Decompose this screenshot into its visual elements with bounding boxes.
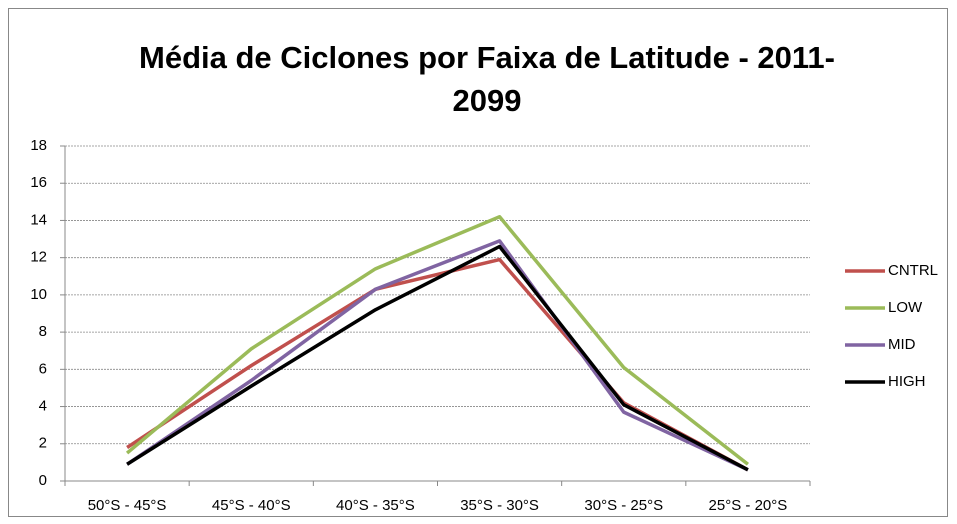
chart-frame xyxy=(8,8,948,517)
y-tick-label: 18 xyxy=(30,137,47,154)
data-line xyxy=(125,214,749,466)
legend-label: MID xyxy=(888,336,916,353)
y-tick-label: 10 xyxy=(30,286,47,303)
x-tick-label: 45°S - 40°S xyxy=(212,497,291,514)
chart-title: Média de Ciclones por Faixa de Latitude … xyxy=(139,40,835,118)
y-tick-label: 4 xyxy=(39,398,47,415)
y-tick-label: 6 xyxy=(39,360,47,377)
x-tick-label: 25°S - 20°S xyxy=(709,497,788,514)
y-tick-label: 2 xyxy=(39,435,47,452)
legend-label: CNTRL xyxy=(888,262,938,279)
data-line xyxy=(126,244,749,472)
x-tick-label: 40°S - 35°S xyxy=(336,497,415,514)
y-tick-label: 12 xyxy=(30,249,47,266)
y-tick-label: 14 xyxy=(30,211,47,228)
data-line xyxy=(126,239,749,472)
legend-label: LOW xyxy=(888,299,923,316)
legend-label: HIGH xyxy=(888,373,926,390)
x-tick-label: 30°S - 25°S xyxy=(584,497,663,514)
y-tick-label: 0 xyxy=(39,472,47,489)
y-tick-label: 16 xyxy=(30,174,47,191)
y-tick-label: 8 xyxy=(39,323,47,340)
x-tick-label: 50°S - 45°S xyxy=(88,497,167,514)
x-tick-label: 35°S - 30°S xyxy=(460,497,539,514)
